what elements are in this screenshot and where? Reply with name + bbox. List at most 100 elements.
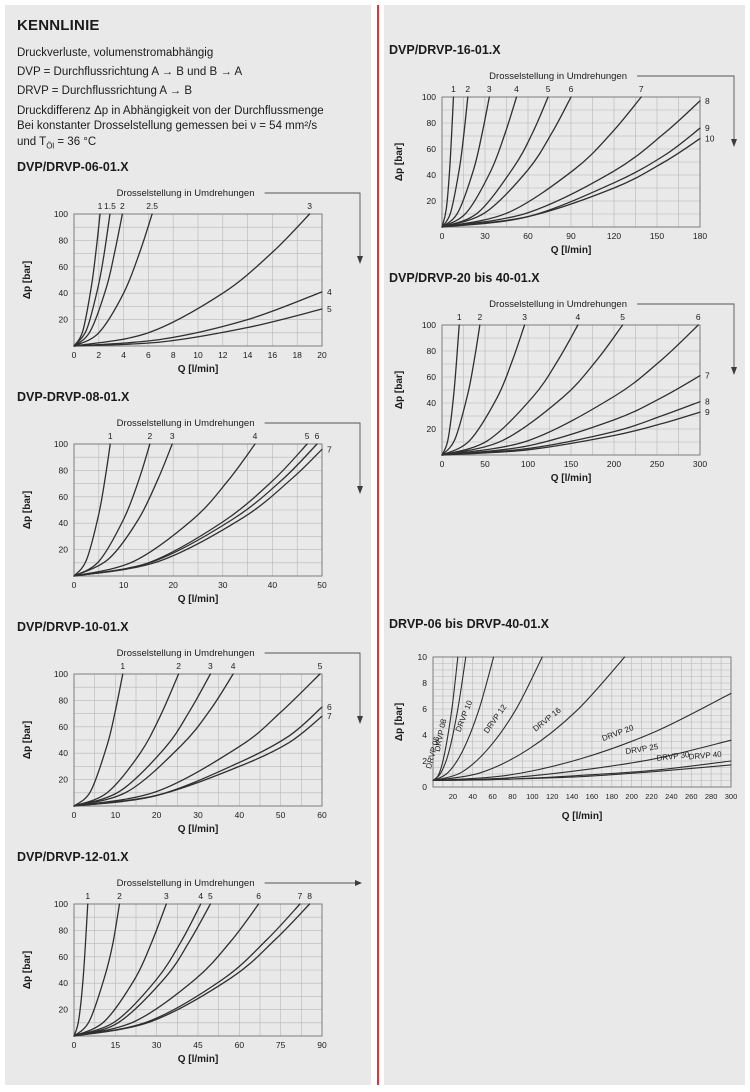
svg-text:DRVP 40: DRVP 40 (688, 750, 722, 762)
svg-text:Q [l/min]: Q [l/min] (562, 811, 603, 822)
svg-text:60: 60 (488, 792, 496, 801)
svg-text:5: 5 (318, 661, 323, 671)
right-column: DVP/DRVP-16-01.X 0 30 60 90 120 150 180 20 40 60 8… (384, 5, 745, 1085)
chart-canvas-drvp-06-40: 20 40 60 80 100 120 140 160 180 200 220 240 260 280 30… (389, 645, 743, 833)
svg-text:2.5: 2.5 (146, 201, 158, 211)
chart-canvas-16: 0 30 60 90 120 150 180 20 40 60 80 100 Q [l/min] Δp [… (389, 57, 743, 263)
svg-text:20: 20 (427, 424, 437, 434)
chart-section-dvp-drvp-16: DVP/DRVP-16-01.X 0 30 60 90 120 150 180 20 40 60 8… (389, 43, 743, 263)
svg-text:15: 15 (111, 1040, 121, 1050)
svg-text:60: 60 (317, 810, 327, 820)
svg-text:40: 40 (235, 810, 245, 820)
svg-text:3: 3 (307, 201, 312, 211)
svg-text:180: 180 (693, 231, 707, 241)
svg-text:40: 40 (59, 748, 69, 758)
svg-text:4: 4 (231, 661, 236, 671)
svg-text:Drosselstellung in Umdrehungen: Drosselstellung in Umdrehungen (117, 418, 255, 429)
svg-text:20: 20 (59, 314, 69, 324)
intro-line-2: DVP = Durchflussrichtung A → B und B → A (17, 66, 243, 78)
svg-text:100: 100 (54, 439, 68, 449)
chart-canvas-20-40: 0 50 100 150 200 250 300 20 40 60 80 100 Q [l/min] Δp… (389, 285, 743, 491)
chart-canvas-08: 0 10 20 30 40 50 20 40 60 80 100 Q [l/min] Δp [bar] D… (17, 404, 365, 612)
svg-text:Δp [bar]: Δp [bar] (22, 951, 33, 989)
svg-text:Q [l/min]: Q [l/min] (551, 473, 592, 484)
chart-section-dvp-drvp-12: DVP/DRVP-12-01.X 0 15 30 45 60 75 90 20 40 60 80 10… (17, 850, 365, 1072)
svg-text:60: 60 (59, 492, 69, 502)
svg-text:100: 100 (526, 792, 539, 801)
chart-title-08: DVP-DRVP-08-01.X (17, 389, 130, 404)
svg-text:7: 7 (298, 891, 303, 901)
oil-subscript: Öl (46, 141, 55, 151)
svg-text:8: 8 (705, 397, 710, 407)
svg-text:Δp [bar]: Δp [bar] (394, 371, 405, 409)
svg-text:40: 40 (427, 170, 437, 180)
svg-text:5: 5 (327, 304, 332, 314)
chart-title-20-40: DVP/DRVP-20 bis 40-01.X (389, 271, 540, 285)
left-column: KENNLINIE Druckverluste, volumenstromabh… (5, 5, 371, 1085)
svg-text:4: 4 (576, 312, 581, 322)
svg-text:0: 0 (72, 810, 77, 820)
svg-text:200: 200 (625, 792, 638, 801)
svg-text:10: 10 (193, 350, 203, 360)
svg-text:3: 3 (164, 891, 169, 901)
intro-para-line-2: Bei konstanter Drosselstellung gemessen … (17, 120, 318, 133)
svg-text:DRVP 20: DRVP 20 (601, 723, 636, 743)
svg-text:0: 0 (72, 350, 77, 360)
svg-text:DRVP 16: DRVP 16 (531, 705, 563, 733)
svg-text:0: 0 (422, 782, 427, 792)
svg-text:1: 1 (451, 84, 456, 94)
svg-text:60: 60 (523, 231, 533, 241)
svg-text:300: 300 (693, 459, 707, 469)
svg-text:40: 40 (427, 398, 437, 408)
svg-text:Δp [bar]: Δp [bar] (22, 261, 33, 299)
svg-text:6: 6 (422, 704, 427, 714)
svg-text:Q [l/min]: Q [l/min] (551, 245, 592, 256)
svg-text:8: 8 (171, 350, 176, 360)
svg-text:50: 50 (480, 459, 490, 469)
svg-text:1.5: 1.5 (104, 201, 116, 211)
svg-text:6: 6 (315, 431, 320, 441)
svg-text:4: 4 (121, 350, 126, 360)
svg-text:20: 20 (59, 1004, 69, 1014)
svg-text:Δp [bar]: Δp [bar] (22, 491, 33, 529)
chart-section-dvp-drvp-08: DVP-DRVP-08-01.X 0 10 20 30 40 50 20 40 60 80 100 Q… (17, 390, 365, 612)
chart-canvas-06: 0 2 4 6 8 10 12 14 16 18 20 20 40 60 80 100 Q [l/min] Δp … (17, 174, 365, 382)
svg-text:80: 80 (59, 695, 69, 705)
svg-text:120: 120 (607, 231, 621, 241)
svg-text:100: 100 (54, 669, 68, 679)
svg-text:30: 30 (152, 1040, 162, 1050)
chart-canvas-10: 0 10 20 30 40 50 60 20 40 60 80 100 Q [l/min] Δp [bar… (17, 634, 365, 842)
svg-text:DRVP 30: DRVP 30 (656, 750, 690, 763)
svg-text:20: 20 (168, 580, 178, 590)
svg-text:250: 250 (650, 459, 664, 469)
svg-text:100: 100 (521, 459, 535, 469)
chart-title-16: DVP/DRVP-16-01.X (389, 43, 501, 57)
svg-text:0: 0 (72, 1040, 77, 1050)
intro-para-line-1: Druckdifferenz Δp in Abhängigkeit von de… (17, 105, 324, 117)
svg-text:1: 1 (98, 201, 103, 211)
svg-text:6: 6 (327, 702, 332, 712)
svg-text:20: 20 (427, 196, 437, 206)
svg-text:DRVP 12: DRVP 12 (482, 702, 509, 735)
svg-text:2: 2 (96, 350, 101, 360)
svg-text:80: 80 (427, 346, 437, 356)
svg-text:7: 7 (705, 371, 710, 381)
svg-text:50: 50 (276, 810, 286, 820)
svg-text:6: 6 (569, 84, 574, 94)
svg-text:150: 150 (564, 459, 578, 469)
svg-text:6: 6 (696, 312, 701, 322)
svg-text:5: 5 (546, 84, 551, 94)
svg-text:1: 1 (120, 661, 125, 671)
svg-text:10: 10 (418, 652, 428, 662)
svg-text:1: 1 (85, 891, 90, 901)
svg-text:5: 5 (305, 431, 310, 441)
svg-text:7: 7 (327, 444, 332, 454)
svg-text:Q [l/min]: Q [l/min] (178, 594, 219, 605)
svg-text:10: 10 (705, 134, 715, 144)
svg-text:9: 9 (705, 407, 710, 417)
svg-text:60: 60 (235, 1040, 245, 1050)
svg-text:80: 80 (508, 792, 516, 801)
svg-text:8: 8 (422, 678, 427, 688)
svg-text:14: 14 (243, 350, 253, 360)
intro-paragraph: Druckdifferenz Δp in Abhängigkeit von de… (17, 104, 365, 152)
